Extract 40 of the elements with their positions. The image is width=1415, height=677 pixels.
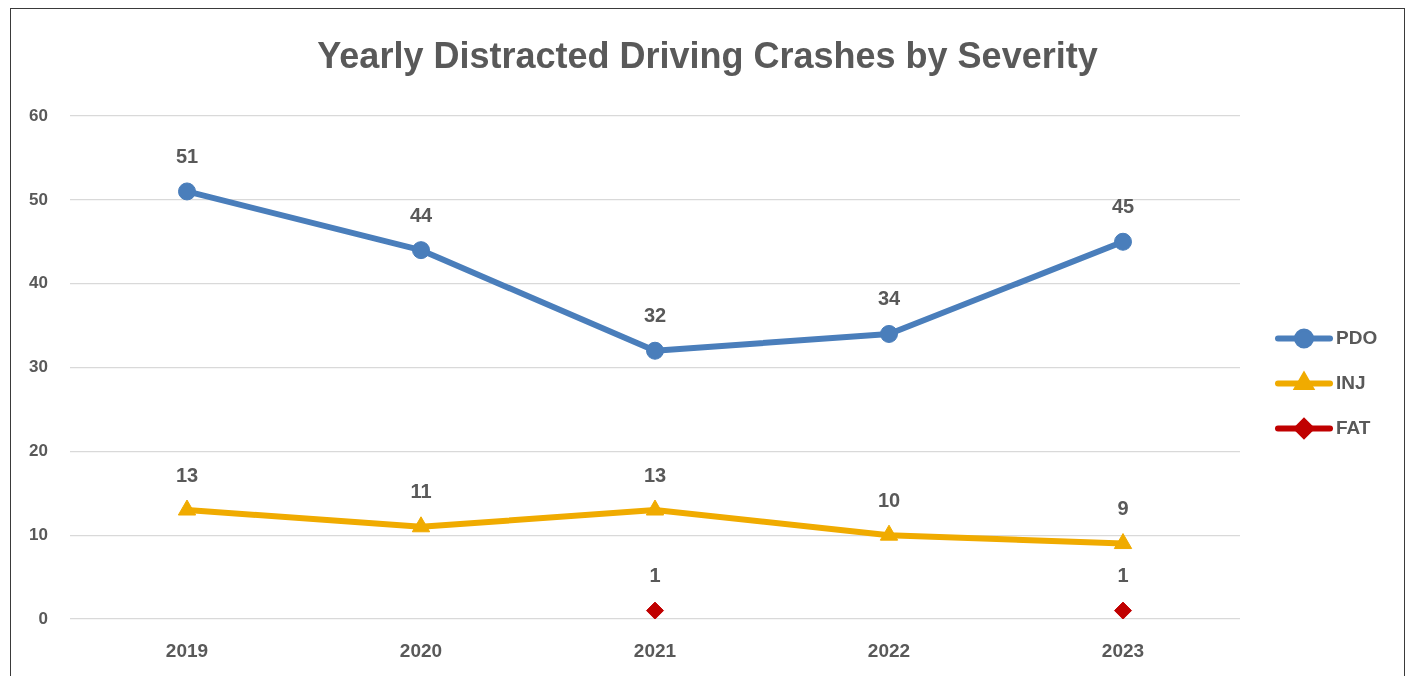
data-label: 10: [877, 488, 901, 511]
data-label: 44: [409, 203, 433, 226]
x-tick-label: 2023: [1101, 639, 1145, 661]
x-tick-label: 2019: [165, 639, 209, 661]
data-label: 13: [643, 463, 667, 486]
data-label: 45: [1111, 195, 1135, 218]
data-label: 1: [649, 564, 661, 587]
legend-label: INJ: [1336, 371, 1366, 393]
y-tick-label: 50: [29, 189, 48, 209]
y-tick-label: 0: [38, 608, 48, 628]
y-tick-label: 10: [29, 524, 48, 544]
y-tick-label: 30: [29, 357, 48, 377]
point: [177, 499, 197, 516]
point: [412, 241, 430, 260]
x-tick-label: 2020: [399, 639, 443, 661]
y-tick-label: 40: [29, 273, 48, 293]
point: [1114, 232, 1132, 251]
data-label: 34: [877, 287, 901, 310]
point: [1114, 601, 1132, 619]
x-tick-label: 2022: [867, 639, 911, 661]
data-label: 13: [175, 463, 199, 486]
y-tick-label: 20: [29, 441, 48, 461]
data-label: 9: [1117, 497, 1129, 520]
point: [178, 182, 196, 201]
data-label: 1: [1117, 564, 1129, 587]
data-label: 32: [643, 304, 667, 327]
data-label: 51: [175, 144, 199, 167]
x-tick-label: 2021: [633, 639, 677, 661]
point: [411, 516, 431, 533]
point: [645, 499, 665, 516]
y-tick-label: 60: [29, 105, 48, 125]
point: [880, 324, 898, 343]
data-label: 11: [410, 480, 432, 503]
point: [1113, 533, 1133, 550]
legend-label: FAT: [1336, 416, 1371, 438]
legend-label: PDO: [1336, 326, 1378, 348]
point: [646, 601, 664, 619]
point: [646, 341, 664, 360]
point: [879, 524, 899, 541]
chart-title: Yearly Distracted Driving Crashes by Severity: [317, 34, 1098, 76]
